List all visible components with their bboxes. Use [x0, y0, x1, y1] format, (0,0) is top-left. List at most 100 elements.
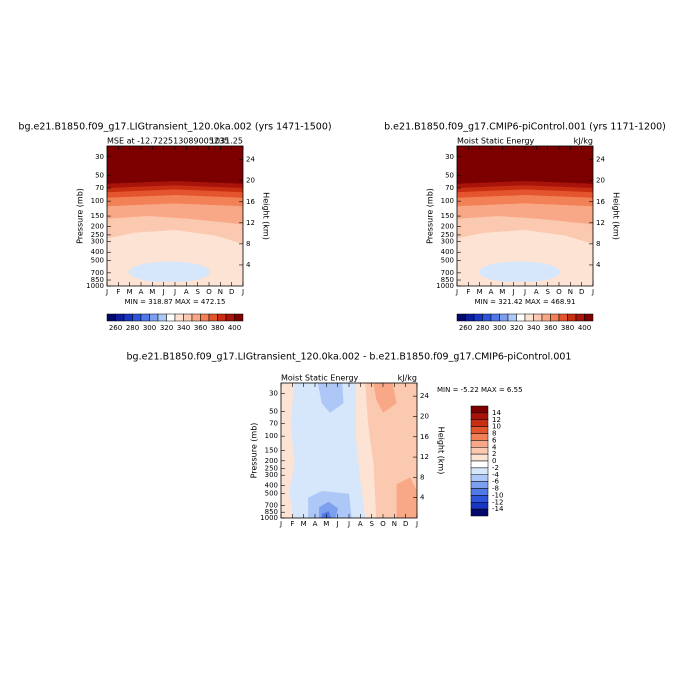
y-tick-label: 50 — [269, 408, 278, 416]
y2-tick-label: 8 — [420, 473, 424, 481]
colorbar-box — [234, 313, 244, 322]
contour-fill — [478, 261, 561, 283]
y-tick-label: 150 — [441, 212, 454, 220]
x-tick-label: A — [489, 288, 494, 296]
y-tick-label: 30 — [95, 153, 104, 161]
colorbar-box — [157, 313, 167, 322]
panel-title: bg.e21.B1850.f09_g17.LIGtransient_120.0k… — [18, 122, 331, 133]
y-tick-label: 100 — [91, 197, 104, 205]
y-tick-label: 70 — [269, 419, 278, 427]
contour-field — [107, 146, 243, 286]
y-tick-label: 400 — [441, 248, 454, 256]
x-tick-label: O — [556, 288, 562, 296]
y-tick-label: 700 — [265, 501, 278, 509]
y-axis-label: Pressure (mb) — [76, 188, 85, 244]
y2-tick-label: 4 — [420, 494, 425, 502]
colorbar-label: -6 — [492, 478, 500, 486]
y-tick-label: 400 — [91, 248, 104, 256]
panel-title: b.e21.B1850.f09_g17.CMIP6-piControl.001 … — [384, 122, 666, 133]
x-tick-label: A — [534, 288, 539, 296]
colorbar-box — [470, 426, 489, 434]
x-tick-label: S — [369, 520, 374, 528]
colorbar-box — [123, 313, 133, 322]
colorbar-box — [225, 313, 235, 322]
y2-tick-label: 16 — [420, 433, 429, 441]
y-tick-label: 70 — [95, 184, 104, 192]
y-tick-label: 1000 — [436, 282, 454, 290]
colorbar-box — [470, 412, 489, 420]
colorbar-box — [191, 313, 201, 322]
y-tick-label: 200 — [441, 223, 454, 231]
colorbar-box — [470, 453, 489, 462]
colorbar-label: 320 — [510, 324, 523, 332]
left-string: Moist Static Energy — [281, 374, 359, 383]
colorbar-label: 340 — [527, 324, 540, 332]
colorbar-label: 360 — [544, 324, 557, 332]
y-tick-label: 700 — [441, 269, 454, 277]
x-tick-label: J — [279, 520, 282, 528]
colorbar-box — [584, 313, 594, 322]
colorbar-box — [533, 313, 543, 322]
x-tick-label: N — [392, 520, 397, 528]
x-tick-label: J — [105, 288, 108, 296]
y-tick-label: 200 — [265, 457, 278, 465]
colorbar-label: 2 — [492, 450, 496, 458]
x-tick-label: J — [523, 288, 526, 296]
colorbar-box — [208, 313, 218, 322]
colorbar-box — [132, 313, 142, 322]
y2-tick-label: 8 — [246, 240, 250, 248]
colorbar-label: 12 — [492, 416, 501, 424]
colorbar-box — [140, 313, 150, 322]
colorbar-label: 340 — [177, 324, 190, 332]
x-tick-label: J — [173, 288, 176, 296]
x-tick-label: F — [116, 288, 120, 296]
y2-tick-label: 8 — [596, 240, 600, 248]
y-tick-label: 500 — [441, 256, 454, 264]
y-tick-label: 1000 — [86, 282, 104, 290]
colorbar-label: 8 — [492, 430, 496, 438]
colorbar-label: 380 — [211, 324, 224, 332]
colorbar-box — [470, 405, 489, 414]
y-tick-label: 70 — [445, 184, 454, 192]
contour-fill — [396, 477, 417, 518]
contour-fill — [373, 383, 397, 413]
colorbar-box — [470, 433, 489, 441]
y-tick-label: 1000 — [260, 514, 278, 522]
y2-tick-label: 20 — [420, 412, 429, 420]
colorbar-box — [470, 447, 489, 455]
y2-axis-label: Height (km) — [437, 427, 446, 475]
x-tick-label: D — [579, 288, 584, 296]
y-axis-label: Pressure (mb) — [426, 188, 435, 244]
y2-tick-label: 4 — [246, 261, 251, 269]
colorbar-box — [470, 508, 489, 517]
y-tick-label: 100 — [265, 432, 278, 440]
y2-tick-label: 20 — [596, 177, 605, 185]
y-axis-label: Pressure (mb) — [250, 423, 259, 479]
y2-axis-label: Height (km) — [262, 192, 271, 240]
x-tick-label: M — [149, 288, 155, 296]
x-tick-label: A — [184, 288, 189, 296]
colorbar-box — [558, 313, 568, 322]
panel-title: bg.e21.B1850.f09_g17.LIGtransient_120.0k… — [127, 352, 572, 363]
contour-fill — [317, 383, 344, 413]
y-tick-label: 100 — [441, 197, 454, 205]
y-tick-label: 300 — [265, 471, 278, 479]
x-tick-label: N — [568, 288, 573, 296]
colorbar-label: -14 — [492, 505, 504, 513]
y2-tick-label: 16 — [246, 198, 255, 206]
colorbar-box — [524, 313, 534, 322]
y-tick-label: 150 — [265, 447, 278, 455]
y2-tick-label: 24 — [246, 156, 255, 164]
x-tick-label: F — [466, 288, 470, 296]
colorbar-box — [106, 313, 116, 322]
colorbar-box — [174, 313, 184, 322]
x-tick-label: M — [127, 288, 133, 296]
x-tick-label: M — [301, 520, 307, 528]
y-tick-label: 250 — [265, 465, 278, 473]
y-tick-label: 850 — [265, 508, 278, 516]
colorbar-box — [200, 313, 210, 322]
colorbar-label: 360 — [194, 324, 207, 332]
colorbar-box — [470, 488, 489, 496]
colorbar-box — [470, 481, 489, 489]
